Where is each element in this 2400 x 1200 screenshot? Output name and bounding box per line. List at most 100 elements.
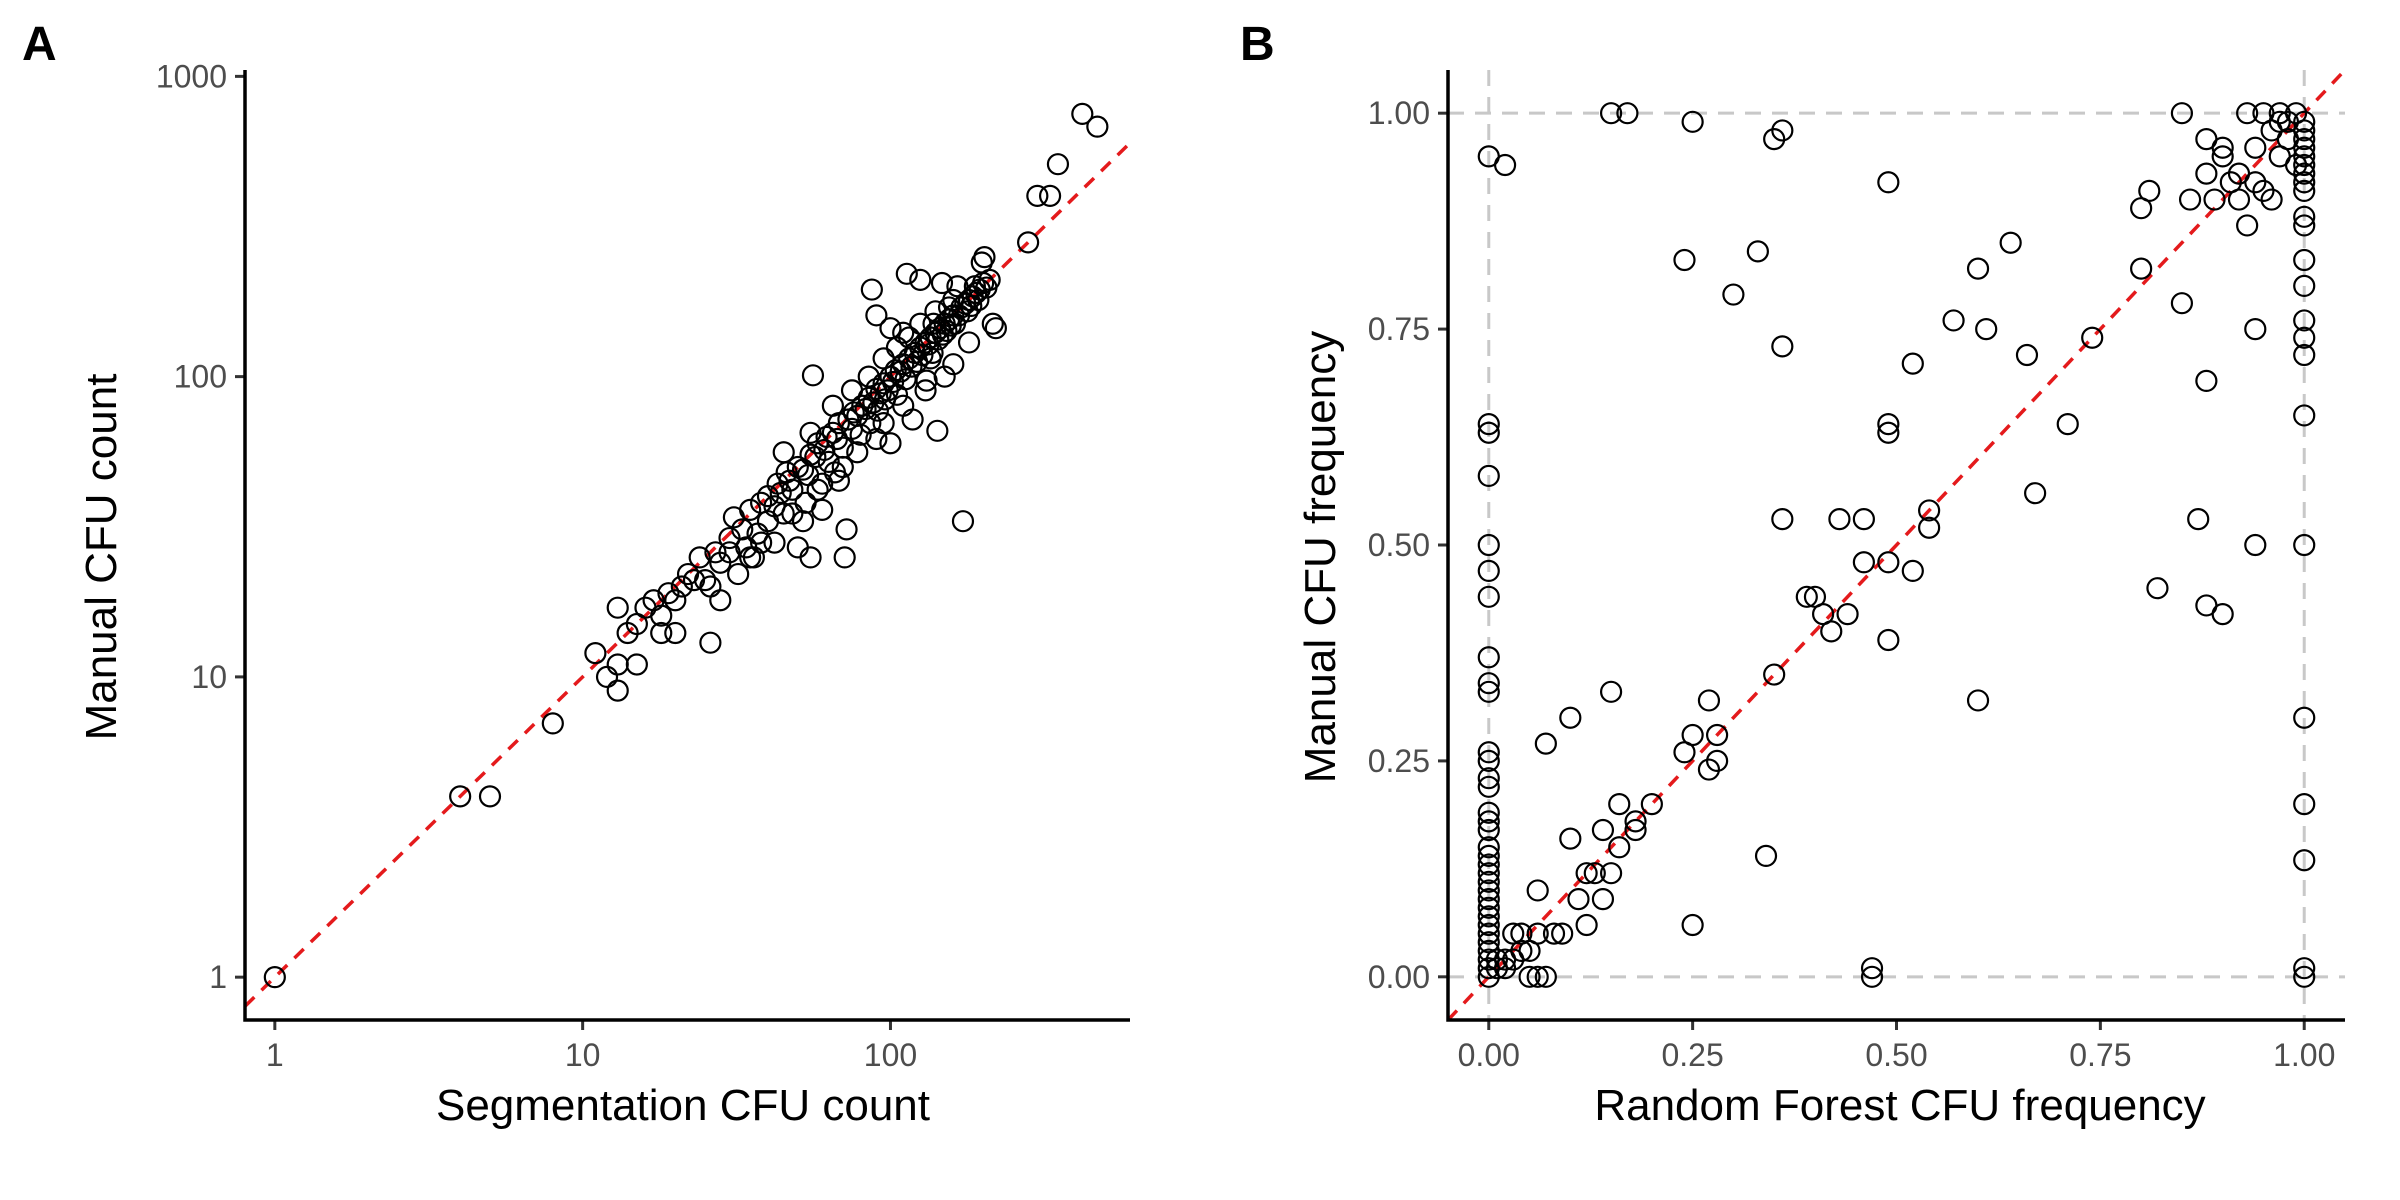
data-point [1477, 853, 1500, 876]
data-point [1526, 922, 1549, 945]
data-point [2293, 533, 2316, 557]
data-point [1820, 620, 1843, 643]
data-point [1071, 102, 1094, 125]
data-point [1966, 689, 1990, 712]
data-point [2203, 188, 2226, 211]
data-point [606, 653, 629, 676]
data-point [606, 596, 629, 619]
data-point [2081, 326, 2104, 349]
data-point [1477, 775, 1500, 798]
data-point [1608, 792, 1631, 816]
data-point [1551, 922, 1574, 945]
panel-b-x-axis-title: Random Forest CFU frequency [1594, 1081, 2205, 1130]
data-point [1477, 533, 1500, 557]
y-tick-label: 0.50 [1368, 527, 1430, 563]
data-point [1477, 749, 1500, 773]
data-point [860, 278, 883, 301]
data-point [2260, 188, 2283, 211]
data-point [1771, 335, 1794, 358]
data-point [2293, 404, 2316, 427]
data-point [1510, 939, 1533, 963]
data-point [895, 262, 918, 285]
data-point [2227, 188, 2251, 211]
data-point [1624, 810, 1647, 833]
data-point [833, 546, 856, 569]
data-point [1477, 905, 1500, 928]
data-point [898, 326, 921, 349]
data-point [1477, 412, 1500, 436]
data-point [2293, 248, 2316, 272]
data-point [1795, 585, 1818, 608]
panel-b-tag: B [1240, 18, 1275, 71]
panel-b-ticks: 0.00 0.25 0.50 0.75 1.00 0.00 0.25 0.50 0.75 1.00 [1368, 95, 2336, 1073]
data-point [1901, 559, 1924, 583]
data-point [1086, 115, 1109, 138]
data-point [2244, 317, 2267, 341]
data-point [1477, 870, 1500, 893]
data-point [781, 478, 804, 501]
data-point [1477, 810, 1500, 833]
data-point [727, 562, 750, 586]
data-point [2138, 179, 2161, 203]
data-point [811, 498, 834, 521]
data-point [2024, 482, 2047, 505]
data-point [2252, 179, 2275, 203]
panel-a-y-axis-title: Manual CFU count [77, 374, 126, 741]
data-point [924, 300, 947, 323]
data-point [1477, 464, 1500, 488]
data-point [1640, 792, 1663, 816]
data-point [827, 469, 851, 492]
data-point [1477, 801, 1500, 824]
data-point [846, 441, 869, 464]
data-point [1877, 412, 1900, 436]
data-point [1942, 309, 1965, 332]
data-point [2293, 849, 2316, 872]
data-point [957, 331, 981, 354]
data-point [2293, 162, 2316, 185]
x-tick-label: 0.25 [1661, 1037, 1723, 1073]
data-point [811, 472, 834, 495]
data-point [1966, 257, 1990, 280]
data-point [1026, 184, 1049, 207]
data-point [2211, 602, 2234, 626]
panel-b-points [1477, 102, 2316, 988]
data-point [1722, 283, 1745, 306]
data-point [2293, 136, 2316, 159]
data-point [781, 502, 804, 525]
data-point [2170, 292, 2194, 315]
data-point [1681, 110, 1704, 133]
data-point [901, 408, 924, 431]
data-point [1754, 844, 1778, 868]
data-point [1477, 844, 1500, 868]
data-point [1526, 965, 1549, 988]
data-point [1918, 516, 1941, 539]
panel-a-x-axis-title: Segmentation CFU count [436, 1081, 930, 1130]
data-point [699, 631, 722, 654]
panel-b: B 0.00 0.25 0.50 0.75 1.00 0.00 0.25 0.50 0.75 1.… [1240, 18, 2347, 1130]
data-point [1567, 887, 1590, 911]
data-point [1828, 507, 1851, 531]
data-point [2244, 136, 2267, 159]
panel-b-guide-lines [1448, 70, 2345, 1020]
data-point [817, 450, 840, 474]
data-point [857, 365, 880, 388]
data-point [942, 353, 965, 376]
panel-b-reference-line [1446, 68, 2347, 1022]
data-point [657, 582, 680, 605]
data-point [2195, 162, 2218, 185]
data-point [763, 531, 786, 554]
data-point [739, 498, 762, 521]
data-point [2293, 792, 2316, 816]
data-point [1477, 767, 1500, 790]
x-tick-label: 0.75 [2069, 1037, 2131, 1073]
data-point [650, 621, 673, 645]
data-point [2293, 214, 2316, 237]
data-point [967, 288, 990, 312]
data-point [927, 328, 950, 351]
data-point [801, 364, 825, 387]
data-point [866, 399, 889, 422]
data-point [2236, 214, 2259, 237]
data-point [541, 712, 564, 735]
data-point [1477, 887, 1500, 911]
data-point [1771, 119, 1794, 142]
